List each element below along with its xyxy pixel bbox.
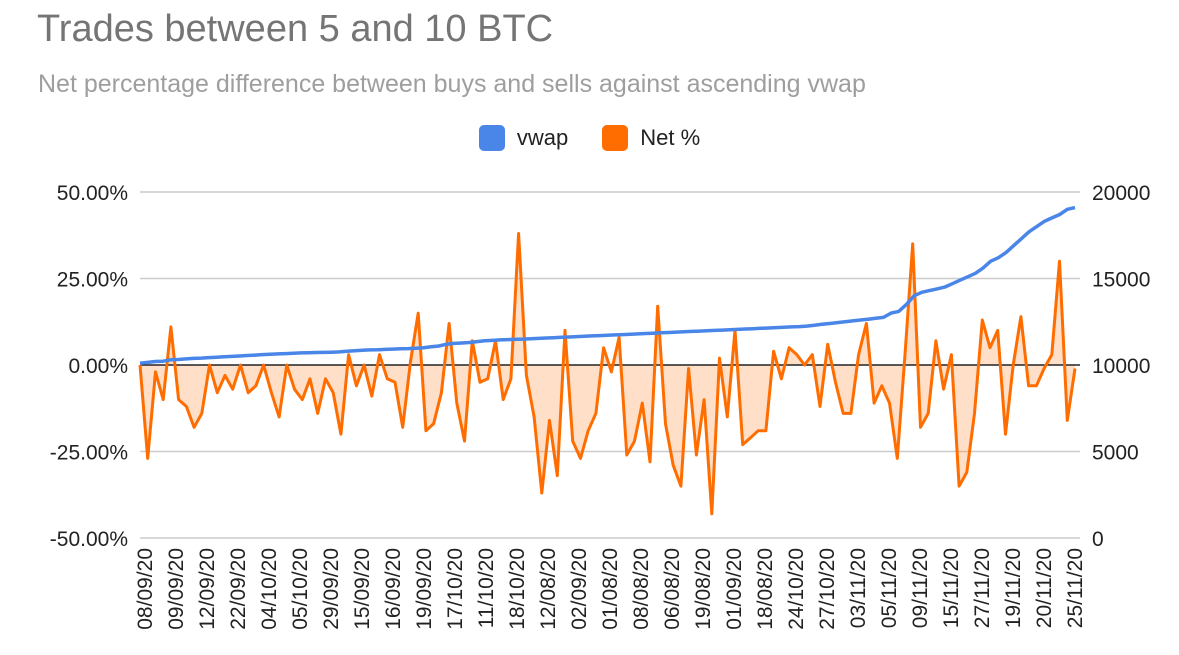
y-right-tick-label: 0: [1092, 528, 1104, 551]
y-right-tick-label: 15000: [1092, 269, 1150, 292]
y-left-tick-label: -50.00%: [50, 528, 128, 551]
x-tick-label: 08/09/20: [134, 548, 157, 630]
y-left-tick-label: 25.00%: [57, 269, 128, 292]
x-tick-label: 29/09/20: [320, 548, 343, 630]
x-tick-label: 18/10/20: [506, 548, 529, 630]
x-tick-label: 12/09/20: [196, 548, 219, 630]
x-tick-label: 16/09/20: [382, 548, 405, 630]
x-tick-label: 22/09/20: [227, 548, 250, 630]
x-tick-label: 05/11/20: [878, 548, 901, 628]
x-tick-label: 09/11/20: [909, 548, 932, 628]
legend-swatch-net: [602, 125, 629, 151]
legend-item-net[interactable]: Net %: [602, 125, 700, 151]
x-tick-label: 27/10/20: [816, 548, 839, 630]
x-tick-label: 19/08/20: [692, 548, 715, 630]
y-left-tick-label: 50.00%: [57, 182, 128, 205]
x-tick-label: 01/08/20: [599, 548, 622, 630]
net-area: [140, 233, 1075, 514]
x-tick-label: 03/11/20: [847, 548, 870, 628]
x-tick-label: 06/08/20: [661, 548, 684, 630]
x-tick-label: 01/09/20: [723, 548, 746, 630]
x-tick-label: 19/09/20: [413, 548, 436, 630]
vwap-line: [139, 205, 1076, 366]
x-tick-label: 15/11/20: [940, 548, 963, 628]
x-tick-label: 17/10/20: [444, 548, 467, 630]
x-tick-label: 19/11/20: [1002, 548, 1025, 628]
x-tick-label: 05/10/20: [289, 548, 312, 630]
x-tick-label: 20/11/20: [1033, 548, 1056, 628]
x-tick-label: 08/08/20: [630, 548, 653, 630]
x-tick-label: 27/11/20: [971, 548, 994, 628]
x-tick-label: 24/10/20: [785, 548, 808, 630]
y-left-tick-label: -25.00%: [50, 442, 128, 465]
legend-label-vwap: vwap: [516, 125, 569, 150]
legend-swatch-vwap: [478, 125, 505, 151]
x-tick-label: 18/08/20: [754, 548, 777, 630]
legend-item-vwap[interactable]: vwap: [478, 125, 569, 151]
x-tick-label: 11/10/20: [475, 548, 498, 628]
chart-title: Trades between 5 and 10 BTC: [37, 8, 554, 50]
x-tick-label: 04/10/20: [258, 548, 281, 630]
legend-label-net: Net %: [640, 125, 701, 150]
net-line: [138, 232, 1077, 516]
y-right-tick-label: 10000: [1092, 355, 1150, 378]
y-right-tick-label: 5000: [1092, 442, 1139, 465]
chart-legend: vwap Net %: [0, 125, 1179, 151]
y-right-tick-label: 20000: [1092, 182, 1150, 205]
x-tick-label: 25/11/20: [1064, 548, 1087, 628]
x-tick-label: 09/09/20: [165, 548, 188, 630]
x-tick-label: 15/09/20: [351, 548, 374, 630]
y-left-tick-label: 0.00%: [68, 355, 128, 378]
chart-subtitle: Net percentage difference between buys a…: [38, 70, 866, 98]
x-tick-label: 02/09/20: [568, 548, 591, 630]
x-tick-label: 12/08/20: [537, 548, 560, 630]
